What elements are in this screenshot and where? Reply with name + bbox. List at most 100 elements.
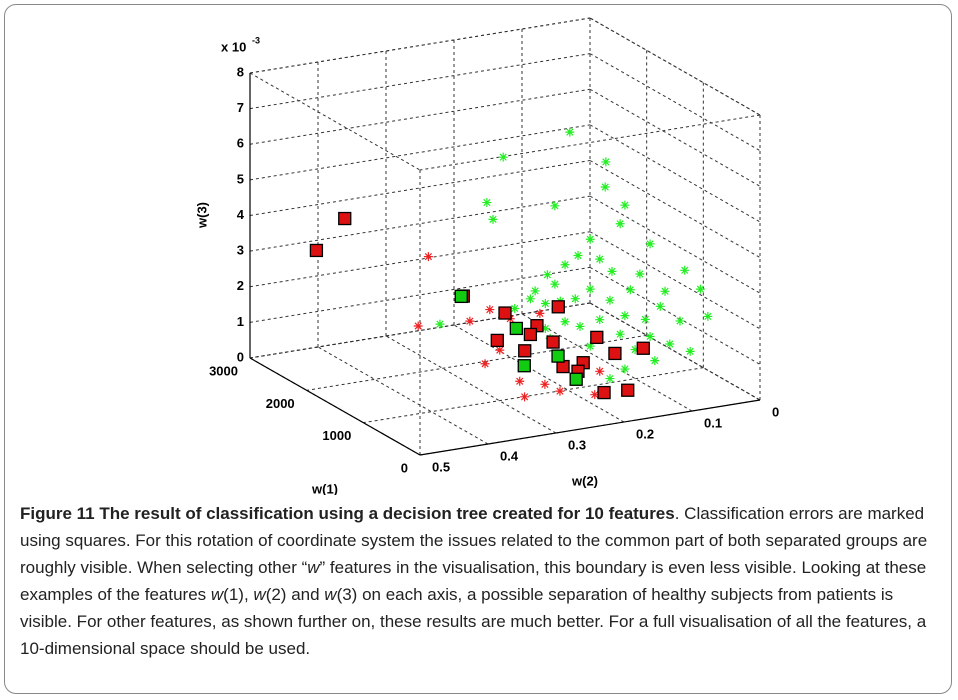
star-marker — [485, 305, 495, 315]
caption-text: ” features in the visualisation, this bo… — [20, 558, 927, 604]
z-tick-label: 4 — [237, 207, 245, 222]
grid-line — [589, 53, 761, 152]
star-marker — [575, 321, 585, 331]
x-axis-label: w(1) — [311, 481, 338, 495]
grid-line — [249, 17, 591, 74]
caption-text: w — [210, 585, 224, 604]
star-marker — [540, 299, 550, 309]
star-marker — [590, 390, 600, 400]
square-marker — [523, 327, 538, 342]
x-tick-label: 0 — [401, 460, 408, 475]
star-marker — [645, 239, 655, 249]
grid-line — [249, 88, 591, 145]
grid-line — [589, 160, 761, 258]
grid-line — [589, 124, 761, 223]
chart: w(3) w(1) w(2) x 10 -3 010002000300000.1… — [194, 17, 779, 495]
star-marker — [423, 252, 433, 262]
star-marker — [525, 294, 535, 304]
z-axis-label: w(3) — [194, 202, 209, 229]
box-edge — [249, 17, 591, 74]
square-marker — [509, 321, 523, 336]
star-marker — [655, 301, 665, 311]
square-marker — [454, 289, 468, 304]
star-marker — [620, 200, 630, 210]
star-marker — [680, 265, 690, 275]
star-marker — [605, 295, 615, 305]
star-marker — [550, 279, 560, 289]
star-marker — [488, 214, 498, 224]
z-tick-label: 1 — [237, 314, 244, 329]
star-marker — [570, 294, 580, 304]
z-tick-label: 6 — [237, 136, 244, 151]
caption-text: Figure 11 The result of classification u… — [20, 504, 675, 523]
star-marker — [675, 316, 685, 326]
star-marker — [495, 345, 505, 355]
star-marker — [595, 366, 605, 376]
star-marker — [520, 392, 530, 402]
box-edge — [419, 114, 761, 171]
grid-line — [589, 231, 761, 330]
star-marker — [560, 260, 570, 270]
caption-text: (1), — [223, 585, 254, 604]
star-marker — [595, 254, 605, 264]
grid-line — [521, 313, 693, 412]
grid-line — [453, 324, 625, 423]
star-marker — [585, 284, 595, 294]
star-marker — [530, 286, 540, 296]
caption-text: (2) and — [265, 585, 325, 604]
square-marker — [590, 330, 604, 345]
figure-frame — [4, 4, 952, 694]
star-marker — [510, 303, 520, 313]
grid-line — [589, 266, 761, 365]
star-marker — [480, 359, 490, 369]
star-marker — [645, 331, 655, 341]
square-marker — [551, 300, 565, 314]
z-tick-label: 8 — [237, 64, 244, 79]
y-axis — [419, 399, 761, 456]
star-marker — [560, 317, 570, 327]
grid-line — [317, 346, 489, 445]
grid-line — [589, 195, 761, 294]
square-marker — [569, 372, 583, 386]
star-marker — [555, 386, 565, 396]
star-marker — [550, 201, 560, 211]
square-marker — [518, 344, 532, 358]
square-marker — [621, 383, 635, 397]
star-marker — [595, 315, 605, 325]
grid-line — [363, 367, 704, 424]
grid-line — [385, 335, 557, 434]
star-marker — [650, 356, 660, 366]
star-marker — [585, 234, 595, 244]
z-tick-label: 0 — [237, 349, 244, 364]
square-marker — [546, 335, 560, 349]
star-marker — [515, 376, 525, 386]
star-marker — [600, 182, 610, 192]
star-marker — [640, 314, 650, 324]
caption-text: w — [324, 585, 337, 604]
z-tick-label: 2 — [237, 278, 244, 293]
star-marker — [635, 269, 645, 279]
z-tick-label: 3 — [237, 243, 244, 258]
star-marker — [601, 157, 611, 167]
x-tick-label: 3000 — [209, 363, 238, 378]
star-marker — [660, 286, 670, 296]
caption-text: . Classification errors are marked using… — [20, 504, 928, 577]
y-tick-label: 0.3 — [568, 437, 586, 452]
star-marker — [665, 339, 675, 349]
box-edge — [249, 72, 421, 171]
caption-text: (3) on each axis, a possible separation … — [20, 585, 927, 658]
caption-text: w — [307, 558, 320, 577]
z-scale-base: x 10 — [221, 39, 246, 54]
y-tick-label: 0 — [772, 404, 779, 419]
grid-line — [589, 302, 761, 401]
y-tick-label: 0.2 — [636, 426, 654, 441]
grid-line — [249, 53, 591, 110]
square-marker — [490, 333, 504, 348]
z-scale-exponent: -3 — [252, 35, 260, 45]
star-marker — [620, 311, 630, 321]
star-marker — [540, 323, 550, 333]
square-marker — [551, 349, 565, 363]
star-marker — [435, 319, 445, 329]
y-tick-label: 0.5 — [432, 459, 450, 474]
